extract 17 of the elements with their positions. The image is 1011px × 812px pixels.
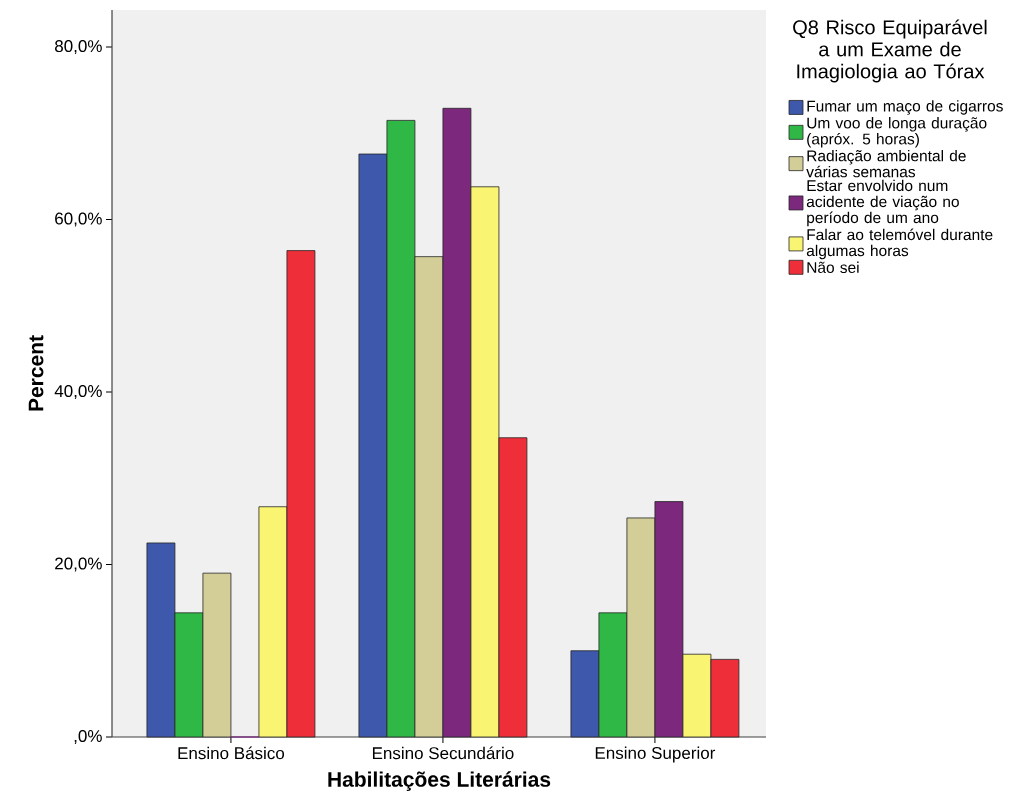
y-tick-label: ,0% (74, 729, 102, 745)
x-tick-label: Ensino Secundário (372, 746, 514, 760)
legend-label: Radiação ambiental de várias semanas (806, 149, 966, 178)
y-tick-label: 60,0% (55, 212, 102, 227)
legend-label: Falar ao telemóvel durante algumas horas (806, 228, 993, 260)
x-axis-title: Habilitações Literárias (328, 771, 551, 792)
legend-label: Fumar um maço de cigarros (807, 100, 1003, 115)
y-tick-label: 20,0% (55, 557, 102, 572)
y-tick-label: 80,0% (55, 40, 102, 55)
y-axis-title: Percent (28, 335, 44, 411)
y-tick-label: 40,0% (54, 385, 102, 400)
x-tick-label: Ensino Básico (178, 746, 285, 760)
legend-label: Estar envolvido num acidente de viação no período de um ano (806, 179, 959, 227)
legend-label: Não sei (807, 261, 859, 274)
x-tick-label: Ensino Superior (595, 746, 716, 763)
legend-label: Um voo de longa duração (apróx. 5 horas) (807, 117, 987, 148)
legend-title: Q8 Risco Equiparável a um Exame de Imagiologia ao Tórax (793, 19, 987, 83)
